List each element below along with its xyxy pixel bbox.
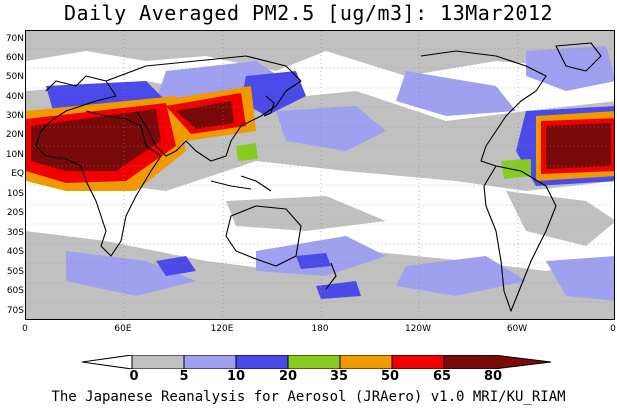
map-gridlines xyxy=(26,31,614,319)
lon-label: 60W xyxy=(506,324,528,334)
map-title: Daily Averaged PM2.5 [ug/m3]: 13Mar2012 xyxy=(63,1,554,25)
lat-label: 30S xyxy=(6,228,24,238)
colorbar-label: 35 xyxy=(329,369,349,384)
colorbar-segment xyxy=(131,355,185,369)
colorbar-label: 50 xyxy=(380,369,400,384)
colorbar-segment xyxy=(183,355,237,369)
lat-label: 60S xyxy=(6,286,24,296)
colorbar-label: 5 xyxy=(179,369,189,384)
colorbar-segment xyxy=(339,355,393,369)
lat-label: 60N xyxy=(5,53,24,63)
lat-label: 70S xyxy=(6,306,24,316)
colorbar-segment xyxy=(391,355,445,369)
lat-label: 20N xyxy=(5,130,24,140)
lon-label: 0 xyxy=(22,324,28,334)
colorbar-segment xyxy=(443,355,552,369)
map-canvas xyxy=(26,31,614,319)
lat-label: 10N xyxy=(5,150,24,160)
colorbar-label: 0 xyxy=(129,369,139,384)
lat-label: 50N xyxy=(5,72,24,82)
lat-label: 30N xyxy=(5,111,24,121)
colorbar-segment xyxy=(82,355,133,369)
lat-label: 70N xyxy=(5,34,24,44)
lat-label: EQ xyxy=(11,169,24,179)
colorbar-label: 10 xyxy=(226,369,246,384)
lat-label: 40S xyxy=(6,247,24,257)
lat-label: 40N xyxy=(5,92,24,102)
lat-label: 50S xyxy=(6,267,24,277)
colorbar-segment xyxy=(235,355,289,369)
colorbar-label: 20 xyxy=(278,369,298,384)
lon-label: 0 xyxy=(610,324,616,334)
lon-label: 120E xyxy=(210,324,234,334)
colorbar-segment xyxy=(287,355,341,369)
colorbar xyxy=(82,355,552,369)
lon-label: 120W xyxy=(404,324,432,334)
footer-credit: The Japanese Reanalysis for Aerosol (JRA… xyxy=(51,389,566,405)
pm25-map[interactable] xyxy=(25,30,615,320)
colorbar-label: 80 xyxy=(483,369,503,384)
colorbar-label: 65 xyxy=(432,369,452,384)
lat-label: 10S xyxy=(6,189,24,199)
lon-label: 60E xyxy=(114,324,132,334)
lat-label: 20S xyxy=(6,208,24,218)
coastlines xyxy=(35,42,602,312)
lon-label: 180 xyxy=(311,324,329,334)
